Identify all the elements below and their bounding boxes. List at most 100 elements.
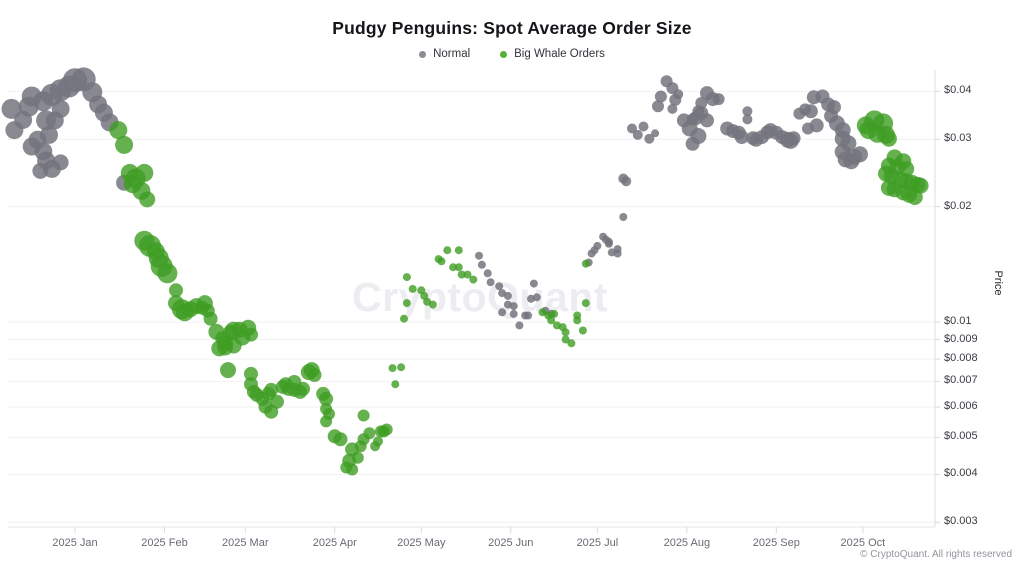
data-point[interactable] <box>632 129 643 140</box>
legend-item-big-whale-orders[interactable]: Big Whale Orders <box>500 48 605 60</box>
data-point[interactable] <box>380 423 393 436</box>
data-point[interactable] <box>906 189 923 205</box>
data-point[interactable] <box>654 90 667 103</box>
data-point[interactable] <box>51 99 70 118</box>
data-point[interactable] <box>613 245 622 254</box>
data-point[interactable] <box>437 257 446 266</box>
data-point[interactable] <box>529 279 538 288</box>
data-point[interactable] <box>581 299 590 308</box>
data-point[interactable] <box>475 251 483 260</box>
data-point[interactable] <box>880 179 897 196</box>
data-point[interactable] <box>503 291 512 300</box>
data-point[interactable] <box>578 326 587 335</box>
data-point[interactable] <box>561 328 570 337</box>
data-point[interactable] <box>734 130 749 145</box>
data-point[interactable] <box>408 284 417 293</box>
data-point[interactable] <box>495 282 504 291</box>
data-point[interactable] <box>486 278 495 287</box>
data-point[interactable] <box>550 309 559 318</box>
data-point[interactable] <box>443 246 452 255</box>
data-point[interactable] <box>346 463 359 476</box>
data-point[interactable] <box>244 366 258 381</box>
data-point[interactable] <box>742 114 753 125</box>
data-point[interactable] <box>220 362 236 379</box>
data-point[interactable] <box>319 391 334 406</box>
data-point[interactable] <box>509 302 518 311</box>
data-point[interactable] <box>515 321 524 330</box>
data-point[interactable] <box>509 309 518 318</box>
data-point[interactable] <box>307 368 322 382</box>
data-point[interactable] <box>651 129 660 138</box>
data-point[interactable] <box>388 364 397 373</box>
data-point[interactable] <box>454 263 463 272</box>
cryptoquant-watermark: CryptoQuant <box>352 274 609 320</box>
data-point[interactable] <box>477 260 486 269</box>
data-point[interactable] <box>123 175 142 194</box>
data-point[interactable] <box>573 316 582 325</box>
data-point[interactable] <box>320 415 333 428</box>
data-point[interactable] <box>454 246 463 255</box>
whale-series-dot-icon <box>500 50 508 58</box>
data-point[interactable] <box>449 263 458 272</box>
data-point[interactable] <box>673 89 684 100</box>
data-point[interactable] <box>333 432 348 447</box>
data-point[interactable] <box>351 451 364 464</box>
data-point[interactable] <box>402 273 411 282</box>
data-point[interactable] <box>803 104 818 119</box>
data-point[interactable] <box>40 125 58 144</box>
data-point[interactable] <box>524 311 533 320</box>
data-point[interactable] <box>619 213 628 221</box>
data-point[interactable] <box>397 363 406 372</box>
data-point[interactable] <box>742 106 753 117</box>
data-point[interactable] <box>644 133 655 144</box>
data-point[interactable] <box>373 436 383 447</box>
data-point[interactable] <box>157 263 178 284</box>
data-point[interactable] <box>604 239 613 248</box>
data-point[interactable] <box>391 380 400 389</box>
data-point[interactable] <box>593 241 602 250</box>
data-point[interactable] <box>667 103 678 114</box>
data-point[interactable] <box>621 176 632 187</box>
data-point[interactable] <box>561 335 570 344</box>
data-point[interactable] <box>270 394 284 409</box>
data-point[interactable] <box>581 259 590 268</box>
data-point[interactable] <box>627 123 637 134</box>
data-point[interactable] <box>638 121 649 132</box>
data-point[interactable] <box>463 270 472 279</box>
data-point[interactable] <box>244 327 258 342</box>
data-point[interactable] <box>652 100 664 113</box>
data-point[interactable] <box>296 381 310 396</box>
data-point[interactable] <box>225 337 242 354</box>
data-point[interactable] <box>264 382 279 397</box>
data-point[interactable] <box>203 311 218 326</box>
data-point[interactable] <box>109 121 128 140</box>
data-point[interactable] <box>532 293 541 302</box>
data-point[interactable] <box>712 93 725 106</box>
data-point[interactable] <box>686 113 699 126</box>
data-point[interactable] <box>52 154 69 171</box>
data-point[interactable] <box>483 269 492 278</box>
data-point[interactable] <box>363 427 376 440</box>
data-point[interactable] <box>115 135 134 154</box>
data-point[interactable] <box>169 283 183 298</box>
data-point[interactable] <box>880 130 897 147</box>
legend-item-normal[interactable]: Normal <box>419 48 470 60</box>
data-point[interactable] <box>357 409 370 422</box>
data-point[interactable] <box>428 300 437 309</box>
data-point[interactable] <box>685 136 700 151</box>
data-point[interactable] <box>547 316 556 325</box>
data-point[interactable] <box>402 299 411 308</box>
data-point[interactable] <box>135 163 154 182</box>
data-point[interactable] <box>469 275 478 284</box>
data-point[interactable] <box>139 191 156 208</box>
data-point[interactable] <box>457 270 466 279</box>
data-point[interactable] <box>786 131 801 146</box>
data-point[interactable] <box>498 308 507 317</box>
data-point[interactable] <box>400 314 408 323</box>
data-point[interactable] <box>852 146 868 163</box>
data-point[interactable] <box>700 113 714 128</box>
data-point[interactable] <box>809 118 824 133</box>
data-point[interactable] <box>567 339 576 348</box>
